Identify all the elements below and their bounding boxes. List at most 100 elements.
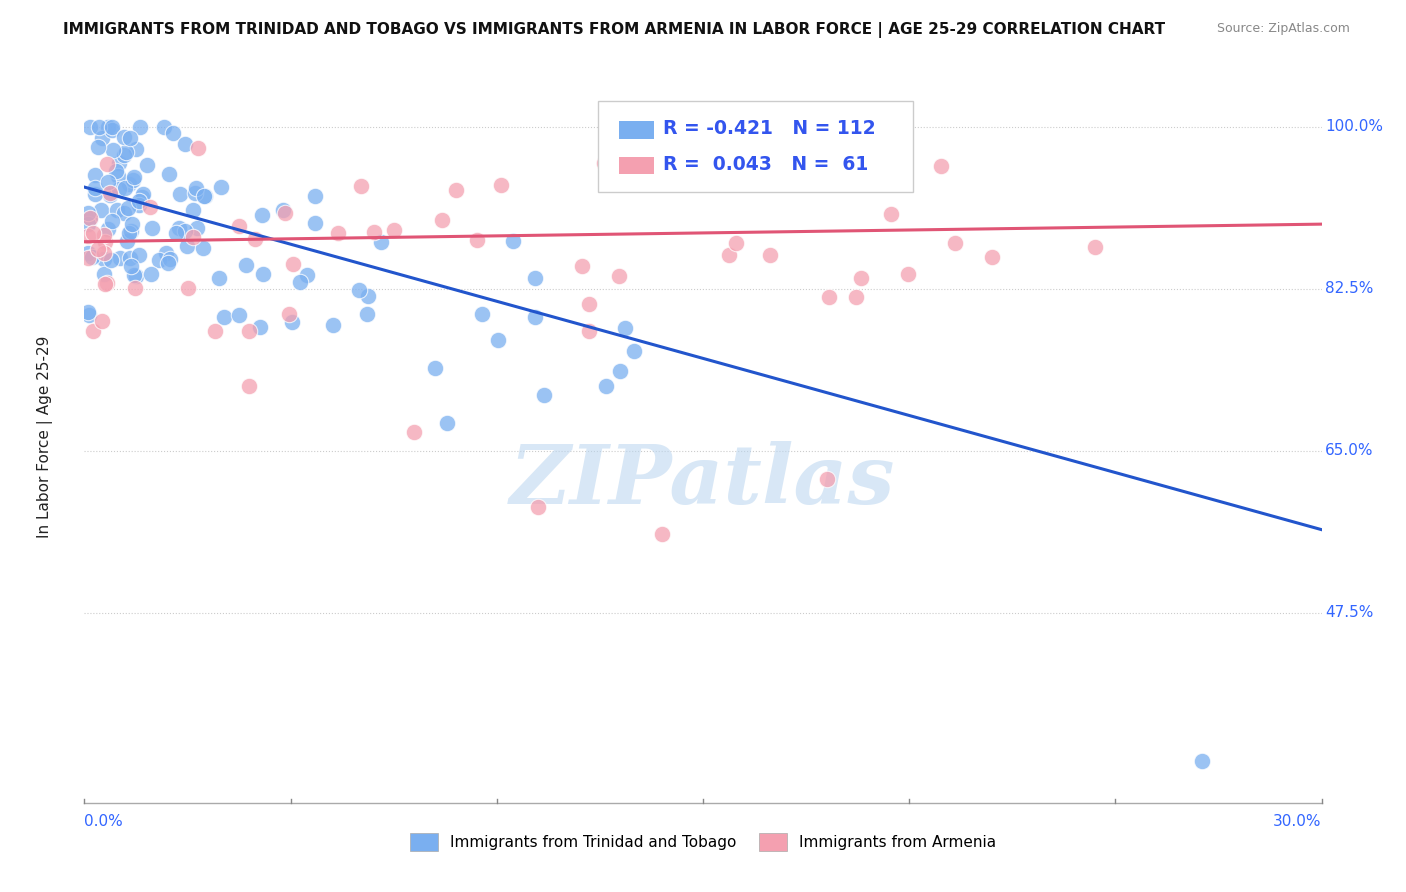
Point (177, 281, 200, 295)
Point (120, 259, 142, 273)
Point (77, 305, 100, 319)
Point (209, 179, 232, 194)
Point (114, 180, 136, 194)
Point (79, 120, 101, 134)
Point (128, 197, 150, 211)
Point (87, 242, 110, 256)
Point (84, 168, 107, 182)
Point (128, 194, 150, 209)
Point (107, 169, 129, 183)
Point (578, 324, 600, 338)
Point (187, 141, 209, 155)
Point (167, 221, 190, 235)
Point (93, 235, 115, 249)
Point (929, 160, 952, 174)
Point (132, 186, 155, 201)
Text: 0.0%: 0.0% (84, 814, 124, 829)
Point (82, 226, 104, 240)
Point (174, 136, 197, 151)
Point (124, 281, 146, 295)
Point (444, 183, 467, 197)
Point (128, 248, 150, 262)
Text: R =  0.043   N =  61: R = 0.043 N = 61 (664, 154, 869, 174)
Point (533, 388, 555, 402)
Point (122, 169, 145, 184)
Point (980, 250, 1002, 264)
Point (121, 217, 143, 231)
Point (1191, 754, 1213, 768)
Point (430, 212, 453, 227)
Point (77, 245, 100, 260)
Point (176, 239, 198, 253)
Point (304, 216, 326, 230)
Point (91, 130, 114, 145)
Point (384, 223, 406, 237)
Point (897, 267, 920, 281)
Point (98, 186, 121, 201)
Point (114, 145, 136, 160)
Point (194, 188, 217, 202)
Point (131, 190, 153, 204)
Text: IMMIGRANTS FROM TRINIDAD AND TOBAGO VS IMMIGRANTS FROM ARMENIA IN LABOR FORCE | : IMMIGRANTS FROM TRINIDAD AND TOBAGO VS I… (63, 22, 1166, 38)
Point (138, 200, 160, 214)
Point (90, 202, 112, 217)
Point (89, 120, 111, 134)
Point (101, 123, 124, 137)
Point (79, 212, 101, 227)
Point (173, 224, 195, 238)
Point (108, 251, 131, 265)
Text: 65.0%: 65.0% (1326, 443, 1374, 458)
Point (93, 252, 115, 266)
Point (105, 202, 128, 217)
Point (527, 500, 550, 514)
Point (295, 268, 318, 283)
Legend: Immigrants from Trinidad and Tobago, Immigrants from Armenia: Immigrants from Trinidad and Tobago, Imm… (404, 827, 1002, 857)
Point (609, 364, 631, 378)
Point (245, 232, 267, 246)
Point (155, 246, 177, 260)
Point (93, 267, 115, 281)
Point (288, 275, 311, 289)
Point (97, 120, 120, 134)
Point (759, 248, 782, 262)
Point (96, 277, 118, 291)
Point (107, 182, 129, 196)
Point (157, 167, 180, 181)
Point (112, 205, 135, 219)
Point (191, 242, 214, 256)
Point (350, 179, 373, 194)
Point (370, 235, 392, 249)
Point (363, 225, 385, 239)
Text: ZIPatlas: ZIPatlas (510, 441, 896, 521)
Text: 47.5%: 47.5% (1326, 606, 1374, 621)
Point (103, 143, 125, 157)
Point (235, 258, 257, 272)
Point (281, 315, 304, 329)
Point (79, 308, 101, 322)
Point (818, 290, 841, 304)
Point (136, 158, 159, 172)
Point (125, 269, 148, 284)
Point (98, 188, 121, 202)
Point (90, 314, 112, 328)
Point (93, 228, 115, 243)
Point (711, 127, 734, 141)
Point (523, 310, 546, 324)
Point (486, 333, 509, 347)
Point (717, 248, 740, 262)
Point (112, 129, 135, 144)
Point (162, 126, 184, 140)
Point (238, 324, 260, 338)
Point (465, 233, 488, 247)
Point (278, 307, 301, 321)
Point (607, 269, 630, 284)
Point (96, 157, 118, 171)
Point (77, 206, 100, 220)
Point (128, 120, 150, 134)
Point (214, 310, 236, 325)
Point (184, 186, 207, 201)
Point (404, 425, 426, 440)
Point (595, 379, 617, 393)
Point (471, 306, 494, 320)
Point (845, 290, 868, 304)
